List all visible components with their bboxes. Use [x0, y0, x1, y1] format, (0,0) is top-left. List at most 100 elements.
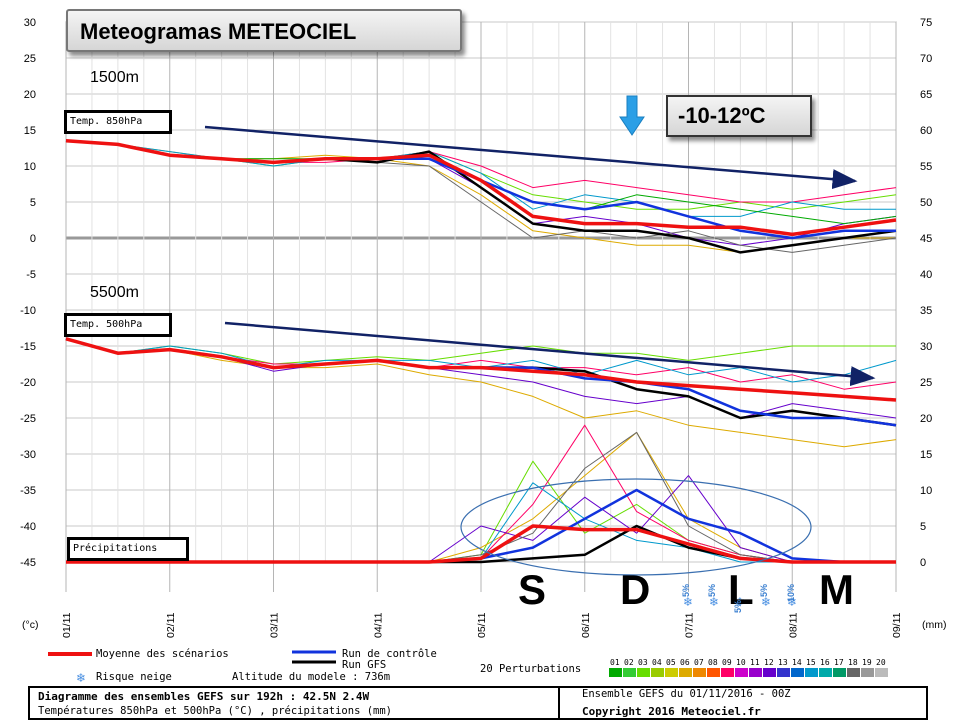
- y-tick-left: 5: [30, 197, 36, 209]
- perturbation-swatch: [721, 668, 734, 677]
- t500-mean-line: [65, 337, 897, 402]
- y-tick-right: 30: [920, 341, 932, 353]
- perturbation-swatch: [833, 668, 846, 677]
- chart-title: Meteogramas METEOCIEL: [66, 9, 462, 52]
- legend-perturbations-label: 20 Perturbations: [480, 663, 582, 675]
- x-tick-date: 08/11: [787, 612, 799, 638]
- x-tick-date: 07/11: [684, 612, 696, 638]
- y-tick-right: 50: [920, 197, 932, 209]
- perturbation-swatch: [693, 668, 706, 677]
- x-tick-date: 09/11: [891, 612, 903, 638]
- perturbation-swatch: [623, 668, 636, 677]
- perturbation-swatch: [665, 668, 678, 677]
- precip-panel-label: Précipitations: [67, 537, 189, 561]
- y-tick-left: -35: [20, 485, 36, 497]
- y-tick-right: 15: [920, 449, 932, 461]
- perturbation-swatch: [609, 668, 622, 677]
- level-1500m-label: 1500m: [90, 69, 139, 86]
- perturbation-swatch: [819, 668, 832, 677]
- perturbation-swatch: [735, 668, 748, 677]
- y-tick-left: 15: [24, 125, 36, 137]
- perturbation-swatch: [805, 668, 818, 677]
- t500-trend-arrow: [224, 321, 876, 387]
- perturbation-swatch: [763, 668, 776, 677]
- legend-gfs-label: Run GFS: [342, 659, 387, 671]
- snow-risk-pct: 5%: [759, 584, 769, 598]
- t500-perturbation-line: [65, 338, 897, 448]
- perturbation-number: 13: [778, 658, 788, 667]
- y-tick-right: 55: [920, 161, 932, 173]
- y-tick-right: 10: [920, 485, 932, 497]
- y-tick-right: 20: [920, 413, 932, 425]
- perturbation-swatch: [637, 668, 650, 677]
- cold-arrow-icon: [619, 95, 645, 136]
- y-tick-right: 35: [920, 305, 932, 317]
- y-tick-right: 40: [920, 269, 932, 281]
- x-tick-date: 04/11: [372, 612, 384, 638]
- y-tick-right: 45: [920, 233, 932, 245]
- snowflake-icon: ❄: [735, 595, 745, 609]
- perturbation-swatch: [875, 668, 888, 677]
- t850-trend-arrow: [204, 125, 858, 190]
- perturbation-number: 18: [848, 658, 858, 667]
- perturbation-number: 07: [694, 658, 704, 667]
- perturbation-number: 04: [652, 658, 662, 667]
- t500-panel-label: Temp. 500hPa: [64, 313, 172, 337]
- precip-ellipse: [460, 478, 812, 576]
- x-tick-date: 06/11: [580, 612, 592, 638]
- perturbation-number: 15: [806, 658, 816, 667]
- y-tick-left: -20: [20, 377, 36, 389]
- y-tick-left: -45: [20, 557, 36, 569]
- t850-mean-line: [65, 139, 897, 237]
- footer-subtitle: Températures 850hPa et 500hPa (°C) , pré…: [38, 705, 393, 717]
- footer-run-info: Ensemble GEFS du 01/11/2016 - 00Z: [582, 688, 791, 700]
- perturbation-swatch: [679, 668, 692, 677]
- y-tick-left: -30: [20, 449, 36, 461]
- y-tick-left: -15: [20, 341, 36, 353]
- snow-risk-pct: 5%: [733, 600, 743, 614]
- t850-panel-label: Temp. 850hPa: [64, 110, 172, 134]
- perturbation-number: 08: [708, 658, 718, 667]
- y-tick-left: -40: [20, 521, 36, 533]
- y-tick-right: 70: [920, 53, 932, 65]
- perturbation-number: 03: [638, 658, 648, 667]
- y-tick-left: 25: [24, 53, 36, 65]
- y-tick-right: 60: [920, 125, 932, 137]
- perturbation-number: 19: [862, 658, 872, 667]
- left-unit-label: (°c): [22, 619, 38, 631]
- snowflake-icon: ❄: [76, 671, 86, 685]
- perturbation-swatch: [847, 668, 860, 677]
- y-tick-right: 65: [920, 89, 932, 101]
- x-tick-date: 02/11: [165, 612, 177, 638]
- perturbation-number: 14: [792, 658, 802, 667]
- snow-risk-pct: 5%: [707, 584, 717, 598]
- perturbation-number: 11: [750, 658, 760, 667]
- y-tick-left: -25: [20, 413, 36, 425]
- day-tuesday: M: [819, 566, 854, 613]
- perturbation-swatch: [791, 668, 804, 677]
- perturbation-number: 09: [722, 658, 732, 667]
- y-tick-left: 30: [24, 17, 36, 29]
- legend-altitude: Altitude du modele : 736m: [232, 671, 391, 683]
- perturbation-number: 16: [820, 658, 830, 667]
- y-tick-left: 0: [30, 233, 36, 245]
- perturbation-swatch: [777, 668, 790, 677]
- y-tick-right: 5: [920, 521, 926, 533]
- x-tick-date: 01/11: [61, 612, 73, 638]
- level-5500m-label: 5500m: [90, 284, 139, 301]
- day-monday: L: [728, 566, 754, 613]
- y-tick-right: 75: [920, 17, 932, 29]
- y-tick-right: 25: [920, 377, 932, 389]
- legend-mean-label: Moyenne des scénarios: [96, 648, 229, 660]
- snow-risk-pct: 10%: [786, 584, 796, 603]
- right-unit-label: (mm): [922, 619, 947, 631]
- legend-control-label: Run de contrôle: [342, 648, 437, 660]
- y-tick-right: 0: [920, 557, 926, 569]
- perturbation-number: 10: [736, 658, 746, 667]
- perturbation-number: 12: [764, 658, 774, 667]
- snowflake-icon: ❄: [787, 595, 797, 609]
- footer-left: Diagramme des ensembles GEFS sur 192h : …: [28, 686, 560, 720]
- perturbation-number: 01: [610, 658, 620, 667]
- snowflake-icon: ❄: [761, 595, 771, 609]
